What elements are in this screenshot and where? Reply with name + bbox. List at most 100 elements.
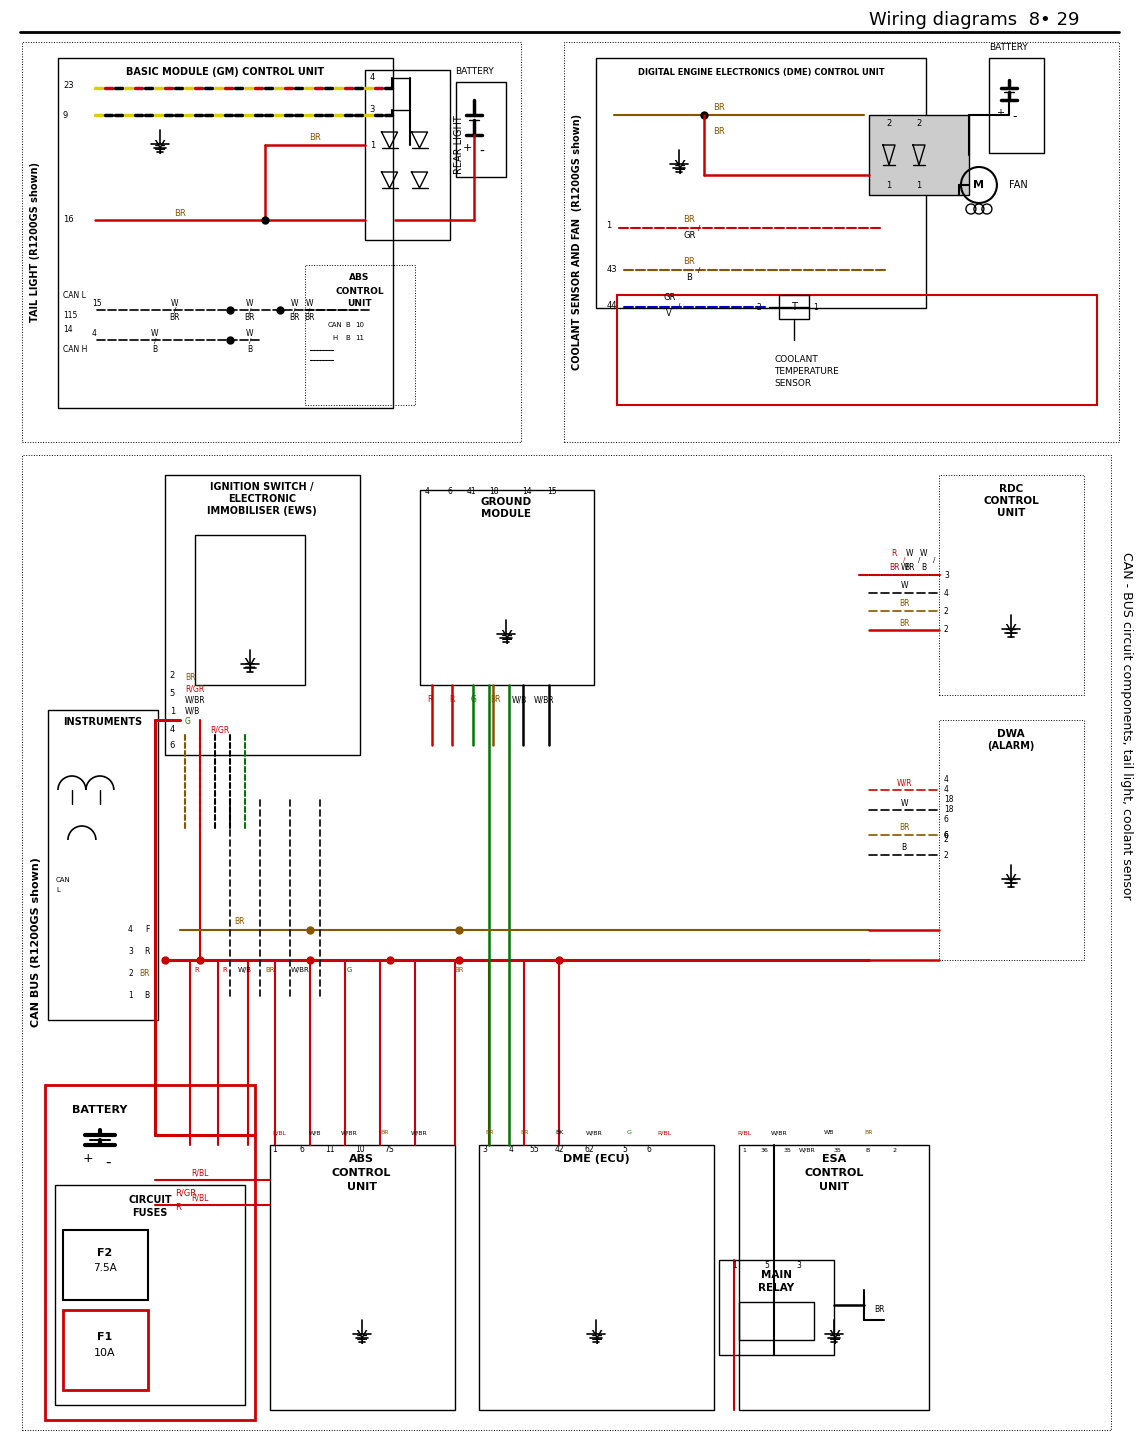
Text: RDC: RDC [999, 484, 1023, 494]
Text: CONTROL: CONTROL [983, 497, 1039, 505]
Bar [22, 454, 1110, 1430]
Text: BATTERY: BATTERY [990, 44, 1028, 52]
Text: 115: 115 [63, 311, 78, 319]
Bar [44, 1085, 254, 1420]
Text: /: / [698, 267, 700, 273]
Text: Wiring diagrams  8• 29: Wiring diagrams 8• 29 [869, 12, 1080, 29]
Text: 4: 4 [425, 488, 430, 497]
Bar [48, 710, 157, 1019]
Text: BR: BR [185, 674, 195, 682]
Text: 15: 15 [547, 488, 557, 497]
Text: BR: BR [264, 967, 275, 973]
Text: COOLANT SENSOR AND FAN  (R1200GS shown): COOLANT SENSOR AND FAN (R1200GS shown) [572, 113, 583, 370]
Text: BR: BR [235, 918, 245, 926]
Text: 5: 5 [622, 1146, 627, 1154]
Text: W: W [905, 549, 913, 558]
Text: MODULE: MODULE [481, 510, 531, 518]
Text: 4: 4 [508, 1146, 514, 1154]
Text: BR: BR [683, 257, 695, 267]
Text: DWA: DWA [998, 729, 1025, 739]
Text: BR: BR [309, 134, 320, 142]
Bar [869, 115, 969, 195]
Text: 10: 10 [355, 322, 364, 328]
Text: 6: 6 [944, 816, 948, 825]
Bar [939, 475, 1084, 696]
Text: ¥: ¥ [828, 1329, 840, 1347]
Text: BR: BR [486, 1131, 494, 1135]
Text: 4: 4 [170, 725, 176, 733]
Text: TAIL LIGHT (R1200GS shown): TAIL LIGHT (R1200GS shown) [30, 163, 40, 322]
Text: 2: 2 [128, 970, 133, 979]
Text: 6: 6 [299, 1146, 304, 1154]
Text: 18: 18 [944, 806, 953, 815]
Text: CAN: CAN [56, 877, 71, 883]
Text: BR: BR [683, 215, 695, 225]
Text: W: W [291, 299, 299, 308]
Text: 2: 2 [917, 119, 921, 128]
Text: REAR LIGHT: REAR LIGHT [455, 116, 464, 174]
Text: FUSES: FUSES [132, 1208, 168, 1218]
Text: W/BR: W/BR [534, 696, 555, 704]
Text: BR: BR [889, 563, 899, 572]
Bar [779, 295, 809, 319]
Text: CAN L: CAN L [63, 290, 86, 299]
Text: 35: 35 [783, 1147, 791, 1153]
Text: 2: 2 [757, 302, 762, 312]
Text: BR: BR [244, 314, 255, 322]
Text: UNIT: UNIT [819, 1182, 849, 1192]
Text: W/B: W/B [185, 707, 200, 716]
Text: BR: BR [714, 128, 725, 136]
Bar [988, 58, 1044, 152]
Text: BR: BR [874, 1305, 885, 1314]
Text: W/BR: W/BR [771, 1131, 788, 1135]
Text: F2: F2 [97, 1249, 113, 1257]
Text: UNIT: UNIT [996, 508, 1025, 518]
Text: 3: 3 [128, 948, 133, 957]
Text: BATTERY: BATTERY [455, 67, 494, 77]
Text: BR: BR [904, 563, 914, 572]
Text: /: / [698, 225, 700, 231]
Text: 11: 11 [355, 335, 364, 341]
Text: /: / [918, 558, 920, 563]
Text: 4: 4 [944, 588, 948, 598]
Text: 1: 1 [732, 1260, 736, 1269]
Text: 3: 3 [797, 1260, 801, 1269]
Text: 2: 2 [891, 1147, 896, 1153]
Text: W: W [246, 328, 253, 337]
Text: ESA: ESA [822, 1154, 846, 1165]
Text: W/BR: W/BR [185, 696, 205, 704]
Text: W: W [901, 799, 907, 807]
Text: GROUND: GROUND [481, 497, 532, 507]
Text: 18: 18 [489, 488, 498, 497]
Text: M: M [974, 180, 985, 190]
Text: W: W [901, 581, 907, 591]
Text: WB: WB [824, 1131, 834, 1135]
Text: ¥: ¥ [244, 658, 255, 677]
Text: 11: 11 [325, 1146, 334, 1154]
Text: /: / [933, 558, 935, 563]
Bar [165, 475, 359, 755]
Text: 10: 10 [355, 1146, 365, 1154]
Text: R/BL: R/BL [738, 1131, 751, 1135]
Text: BR: BR [304, 314, 315, 322]
Text: B: B [902, 844, 906, 852]
Text: 3: 3 [944, 571, 948, 579]
Bar [939, 720, 1084, 960]
Bar [420, 489, 594, 685]
Text: 4: 4 [369, 74, 375, 83]
Bar [22, 42, 521, 441]
Text: T: T [791, 302, 797, 312]
Text: 23: 23 [63, 80, 74, 90]
Text: BR: BR [898, 600, 910, 608]
Text: MAIN: MAIN [760, 1270, 791, 1281]
Text: R/BL: R/BL [192, 1169, 209, 1178]
Text: 1: 1 [128, 992, 133, 1000]
Bar [618, 295, 1097, 405]
Text: BR: BR [139, 970, 149, 979]
Text: UNIT: UNIT [347, 1182, 376, 1192]
Text: BR: BR [714, 103, 725, 112]
Text: R: R [145, 948, 149, 957]
Text: ABS: ABS [349, 1154, 374, 1165]
Bar [719, 1260, 834, 1355]
Text: 43: 43 [606, 266, 617, 274]
